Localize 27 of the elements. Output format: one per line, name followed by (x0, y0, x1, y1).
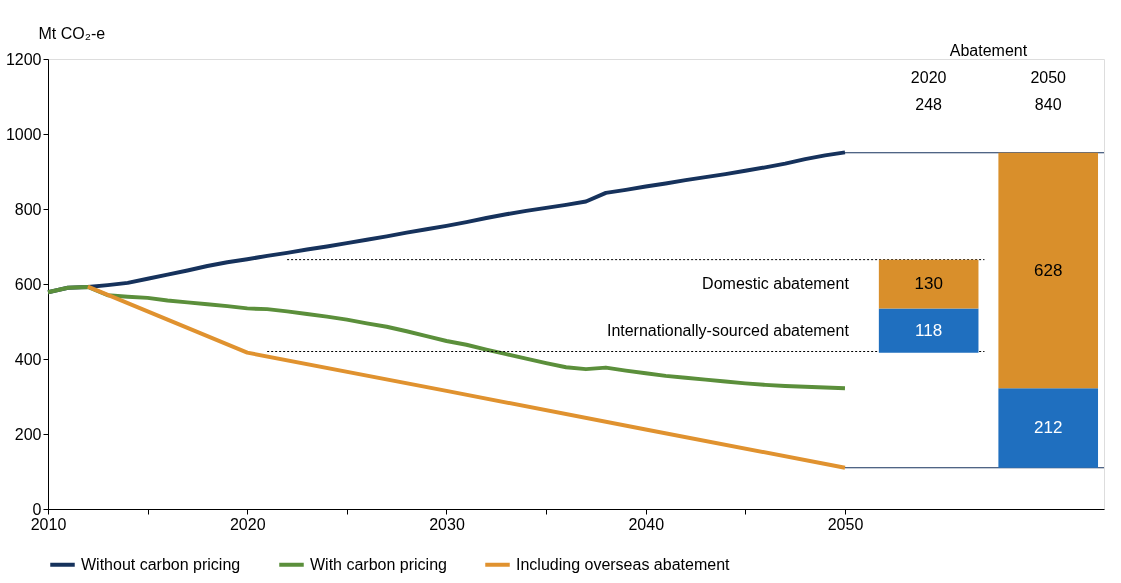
text: Abatement (949, 42, 1028, 59)
y-tick-label: 600 (14, 275, 42, 293)
y-tick-label: 200 (14, 425, 42, 443)
y-axis-title: Mt CO₂-e (38, 24, 106, 42)
legend-label: Including overseas abatement (516, 555, 731, 573)
data-label: 130 (914, 274, 943, 293)
x-tick-label: 2010 (30, 515, 67, 533)
y-tick-label: 1000 (5, 125, 42, 143)
legend-label: Without carbon pricing (81, 555, 241, 573)
y-tick-label: 400 (14, 350, 42, 368)
annotation: 2020 (910, 69, 947, 86)
y-tick-label: 0 (32, 500, 42, 518)
annotation: 2050 (1030, 69, 1067, 86)
data-label: 118 (915, 320, 943, 340)
annotation: 248 (915, 96, 943, 113)
x-tick-label: 2030 (429, 515, 465, 533)
x-tick-label: 2050 (827, 515, 864, 533)
data-label: 212 (1034, 418, 1063, 437)
series-label: Domestic abatement (702, 275, 850, 292)
y-tick-label: 800 (14, 200, 42, 218)
data-label: 628 (1034, 260, 1063, 280)
series-label: Internationally-sourced abatement (606, 321, 850, 339)
annotation: 840 (1034, 96, 1062, 113)
y-tick-label: 1200 (5, 50, 42, 68)
x-tick-label: 2040 (628, 515, 665, 533)
x-tick-label: 2020 (229, 515, 266, 533)
legend-label: With carbon pricing (310, 555, 447, 573)
